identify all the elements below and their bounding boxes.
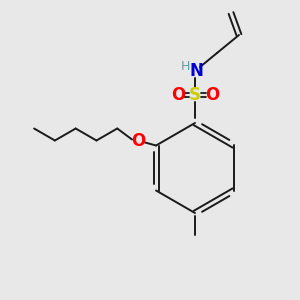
Text: N: N xyxy=(189,62,203,80)
Text: O: O xyxy=(171,86,185,104)
Text: H: H xyxy=(180,61,190,74)
Text: O: O xyxy=(131,131,145,149)
Text: O: O xyxy=(205,86,219,104)
Text: S: S xyxy=(189,86,201,104)
